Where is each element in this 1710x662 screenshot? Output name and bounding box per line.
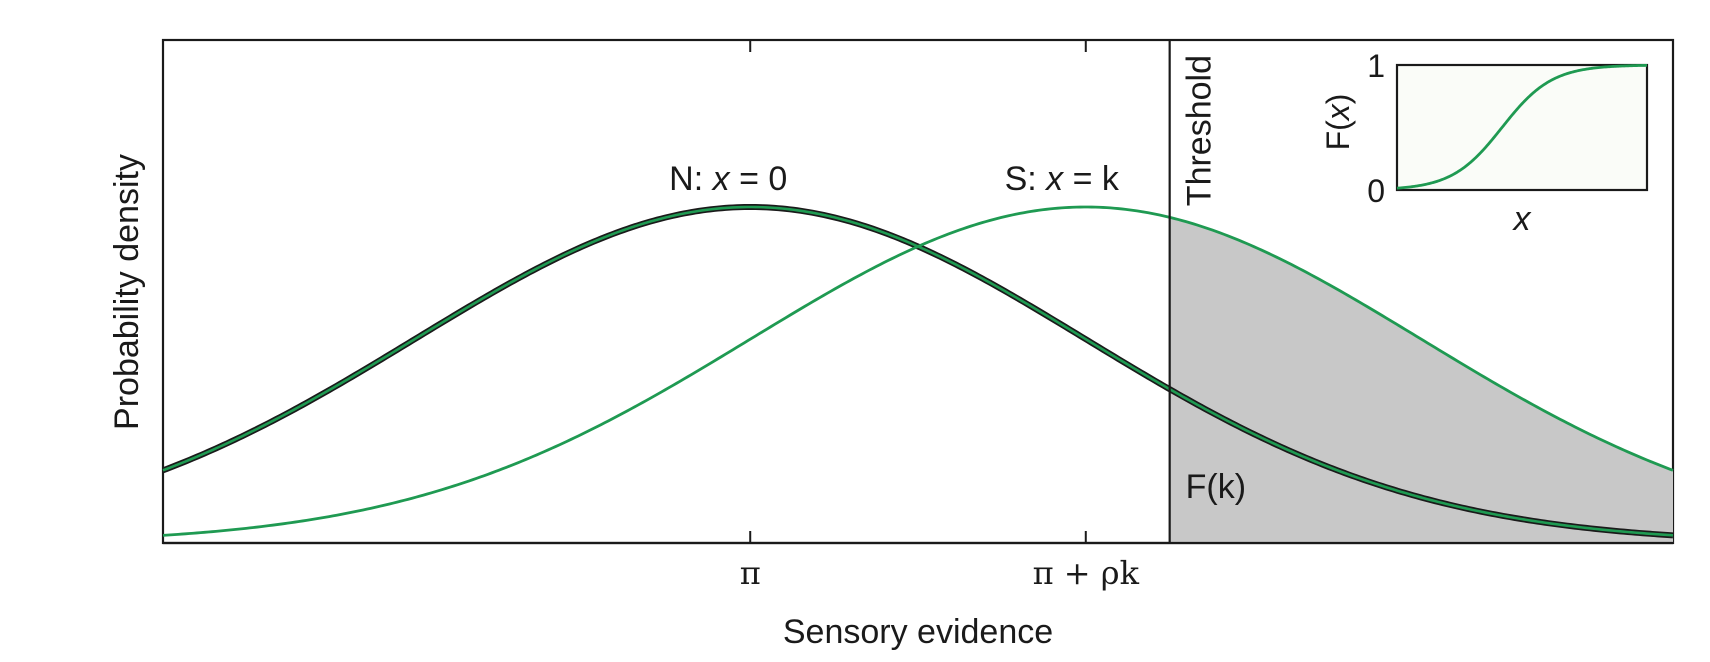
inset-y-tick-label: 1 xyxy=(1367,48,1385,84)
y-axis-label: Probability density xyxy=(108,154,146,430)
series-label-s: S: x = k xyxy=(1005,160,1120,198)
threshold-label: Threshold xyxy=(1181,55,1219,206)
x-tick-label: π + ρk xyxy=(1033,554,1140,592)
inset-y-tick-label: 0 xyxy=(1367,173,1385,209)
x-tick-label: π xyxy=(740,554,761,592)
inset-frame xyxy=(1395,63,1649,192)
series-s-curve xyxy=(162,205,1674,537)
inset-curve xyxy=(1396,63,1648,190)
inset-y-axis-label: F(x) xyxy=(1320,94,1356,151)
inset-x-axis-label: x xyxy=(1512,200,1532,238)
series-label-n: N: x = 0 xyxy=(669,160,787,198)
x-axis-label: Sensory evidence xyxy=(783,613,1053,651)
inset-chart: 1 0 F(x) x xyxy=(1320,48,1649,238)
shaded-area-fk xyxy=(1169,217,1673,543)
shaded-area-label: F(k) xyxy=(1186,468,1246,506)
